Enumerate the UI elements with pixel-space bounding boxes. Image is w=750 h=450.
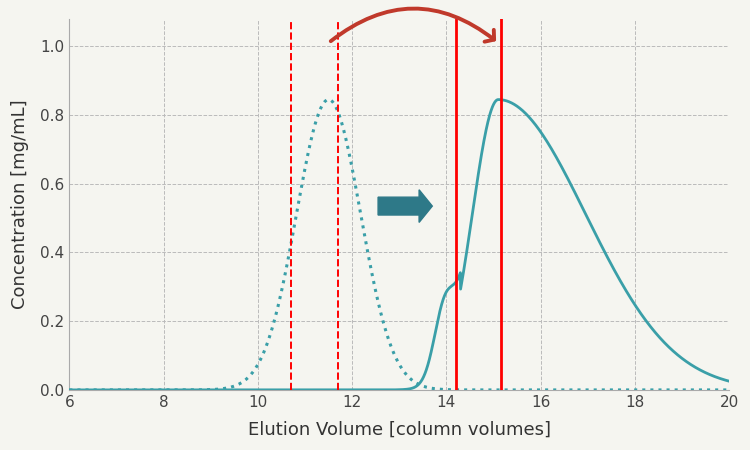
Y-axis label: Concentration [mg/mL]: Concentration [mg/mL]: [11, 99, 29, 309]
FancyArrow shape: [378, 190, 432, 222]
X-axis label: Elution Volume [column volumes]: Elution Volume [column volumes]: [248, 421, 550, 439]
